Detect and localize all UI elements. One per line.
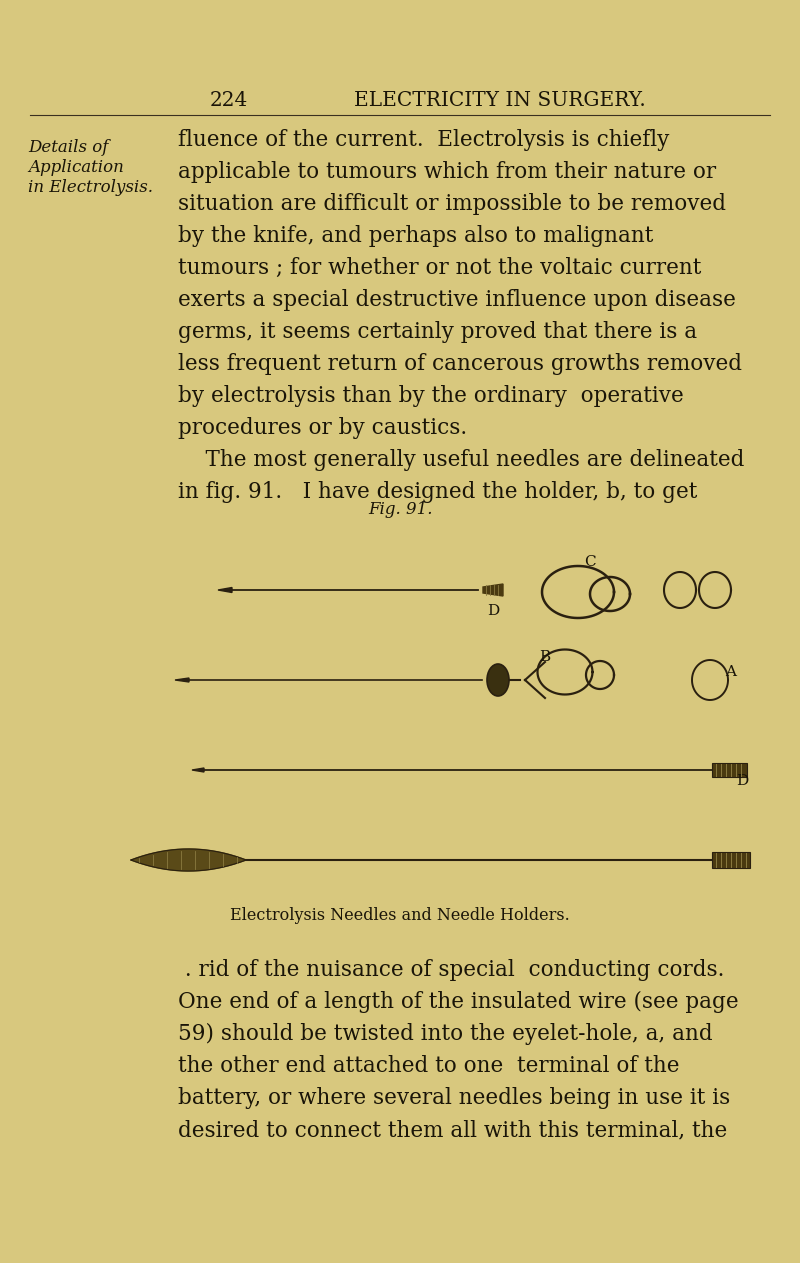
Text: battery, or where several needles being in use it is: battery, or where several needles being … [178,1087,730,1109]
Text: desired to connect them all with this terminal, the: desired to connect them all with this te… [178,1119,727,1140]
Text: Electrolysis Needles and Needle Holders.: Electrolysis Needles and Needle Holders. [230,907,570,923]
Text: C: C [584,554,596,570]
Polygon shape [192,768,204,772]
Text: by the knife, and perhaps also to malignant: by the knife, and perhaps also to malign… [178,225,654,248]
Text: A: A [725,666,736,679]
Polygon shape [131,849,246,871]
Polygon shape [175,678,189,682]
Text: Details of: Details of [28,139,108,157]
Text: D: D [487,604,499,618]
Text: germs, it seems certainly proved that there is a: germs, it seems certainly proved that th… [178,321,697,344]
Text: the other end attached to one  terminal of the: the other end attached to one terminal o… [178,1055,679,1077]
Bar [712,853,750,868]
Text: 224: 224 [210,91,248,110]
Text: in Electrolysis.: in Electrolysis. [28,179,153,197]
Text: exerts a special destructive influence upon disease: exerts a special destructive influence u… [178,289,736,311]
Text: Application: Application [28,159,124,177]
Text: Fig. 91.: Fig. 91. [368,501,432,519]
Text: situation are difficult or impossible to be removed: situation are difficult or impossible to… [178,193,726,215]
Polygon shape [218,587,232,592]
Text: less frequent return of cancerous growths removed: less frequent return of cancerous growth… [178,352,742,375]
Polygon shape [483,584,503,596]
Text: D: D [736,774,748,788]
Text: tumours ; for whether or not the voltaic current: tumours ; for whether or not the voltaic… [178,256,702,279]
Text: procedures or by caustics.: procedures or by caustics. [178,417,467,440]
Text: applicable to tumours which from their nature or: applicable to tumours which from their n… [178,160,716,183]
Text: One end of a length of the insulated wire (see page: One end of a length of the insulated wir… [178,991,738,1013]
Text: by electrolysis than by the ordinary  operative: by electrolysis than by the ordinary ope… [178,385,684,407]
Text: in fig. 91.   I have designed the holder, b, to get: in fig. 91. I have designed the holder, … [178,481,698,503]
Bar [712,763,747,777]
Text: ELECTRICITY IN SURGERY.: ELECTRICITY IN SURGERY. [354,91,646,110]
Text: The most generally useful needles are delineated: The most generally useful needles are de… [178,450,744,471]
Text: 59) should be twisted into the eyelet-hole, a, and: 59) should be twisted into the eyelet-ho… [178,1023,713,1045]
Text: . rid of the nuisance of special  conducting cords.: . rid of the nuisance of special conduct… [178,959,724,981]
Text: fluence of the current.  Electrolysis is chiefly: fluence of the current. Electrolysis is … [178,129,670,152]
Ellipse shape [487,664,509,696]
Text: B: B [539,650,550,664]
